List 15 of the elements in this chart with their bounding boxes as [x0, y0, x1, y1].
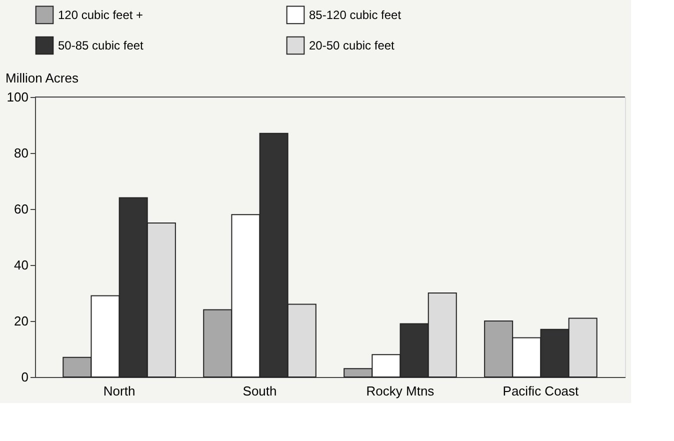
y-tick-label: 20: [14, 314, 28, 328]
x-tick-label: Pacific Coast: [502, 384, 580, 398]
legend-label: 120 cubic feet +: [58, 8, 144, 22]
y-tick-label: 80: [14, 146, 28, 160]
legend-label: 85-120 cubic feet: [309, 8, 402, 22]
y-axis-title: Million Acres: [6, 70, 79, 86]
x-tick-label: North: [103, 384, 136, 398]
legend-label: 20-50 cubic feet: [309, 38, 396, 52]
y-tick-label: 100: [6, 90, 28, 104]
legend-label: 50-85 cubic feet: [58, 38, 144, 52]
y-tick-label: 60: [14, 202, 28, 216]
x-tick-label: South: [242, 384, 277, 398]
y-tick-label: 0: [21, 370, 28, 384]
y-tick-label: 40: [14, 258, 28, 272]
x-tick-label: Rocky Mtns: [366, 384, 435, 398]
